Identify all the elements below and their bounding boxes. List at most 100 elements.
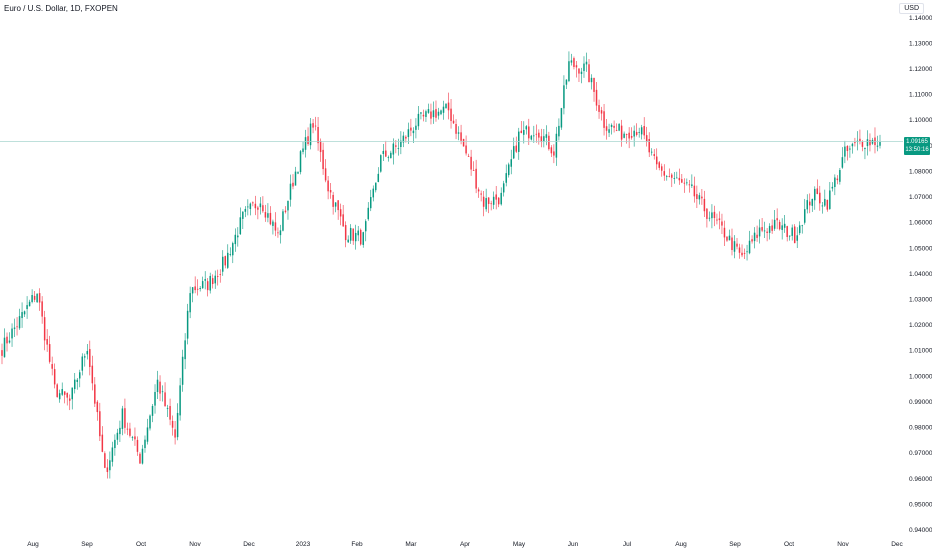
candle-body — [841, 157, 844, 168]
candle-body — [726, 236, 728, 241]
candle-body — [43, 317, 46, 341]
candle-body — [846, 146, 849, 151]
candle-body — [3, 337, 6, 358]
candle-body — [640, 127, 643, 135]
candle-body — [216, 276, 219, 277]
candle-body — [520, 130, 523, 133]
candle-body — [247, 206, 249, 208]
candle-body — [758, 227, 761, 237]
price-axis[interactable]: 1.140001.130001.120001.110001.100001.090… — [909, 15, 932, 534]
candle-body — [693, 185, 696, 197]
candle-body — [357, 230, 359, 236]
candle-body — [184, 340, 186, 360]
candle-body — [121, 408, 124, 429]
candle-body — [199, 288, 201, 290]
candle-body — [558, 125, 560, 137]
candle-body — [528, 126, 530, 139]
candle-body — [849, 148, 851, 150]
candle-body — [299, 151, 302, 173]
candle-body — [116, 432, 119, 440]
price-tick: 0.96000 — [909, 476, 932, 483]
candle-body — [420, 112, 422, 114]
candle-body — [851, 143, 854, 147]
candle-body — [297, 172, 299, 174]
last-price-badge: 1.09165 13:50:16 — [904, 136, 930, 155]
candle-body — [763, 230, 766, 232]
candle-body — [771, 225, 773, 231]
candle-body — [550, 147, 553, 154]
time-tick: Jul — [623, 541, 632, 548]
candle-body — [746, 251, 748, 253]
candle-body — [455, 123, 457, 134]
candle-body — [673, 178, 676, 179]
candle-body — [46, 339, 48, 345]
candle-body — [472, 170, 475, 171]
candle-body — [151, 405, 154, 416]
candle-body — [703, 198, 706, 212]
candle-body — [829, 190, 831, 209]
candle-body — [668, 176, 671, 177]
candle-body — [66, 392, 68, 398]
time-tick: Dec — [891, 541, 903, 548]
candle-body — [51, 364, 53, 369]
candle-body — [254, 203, 257, 209]
candle-body — [445, 103, 447, 109]
candle-body — [462, 138, 465, 147]
candle-body — [161, 391, 164, 393]
candle-body — [91, 365, 94, 384]
candle-body — [545, 134, 548, 138]
candle-body — [633, 130, 635, 137]
time-tick: Nov — [837, 541, 849, 548]
candle-body — [334, 202, 337, 207]
candle-body — [819, 192, 821, 204]
candle-body — [222, 256, 224, 272]
candle-body — [277, 232, 279, 234]
candle-body — [380, 155, 382, 172]
candle-body — [362, 232, 364, 245]
time-tick: Sep — [729, 541, 741, 548]
candle-body — [252, 202, 254, 204]
candle-body — [139, 453, 141, 464]
candle-body — [294, 171, 297, 186]
candle-body — [625, 134, 628, 135]
price-tick: 1.11000 — [909, 92, 932, 99]
candle-body — [437, 111, 440, 116]
candle-body — [743, 253, 746, 254]
candle-body — [114, 439, 116, 449]
candle-body — [864, 147, 866, 150]
price-tick: 1.07000 — [909, 194, 932, 201]
candle-body — [731, 237, 733, 250]
candle-body — [615, 130, 618, 131]
price-tick: 1.13000 — [909, 40, 932, 47]
candle-body — [181, 356, 184, 385]
price-tick: 1.10000 — [909, 117, 932, 124]
currency-selector[interactable]: USD — [899, 3, 924, 14]
candle-body — [264, 212, 267, 218]
candle-body — [811, 198, 814, 206]
candle-body — [309, 123, 312, 146]
candle-body — [164, 392, 166, 407]
price-tick: 1.06000 — [909, 220, 932, 227]
candle-body — [507, 164, 510, 176]
candle-body — [801, 225, 803, 227]
candle-body — [826, 199, 829, 210]
candle-body — [658, 162, 660, 168]
candle-body — [6, 336, 8, 344]
candle-body — [392, 143, 395, 155]
candle-body — [377, 173, 380, 182]
time-tick: Dec — [243, 541, 255, 548]
candle-body — [18, 316, 21, 329]
candle-body — [666, 176, 668, 177]
candle-body — [405, 136, 407, 139]
candle-body — [131, 437, 134, 438]
candle-body — [435, 109, 437, 118]
time-axis[interactable]: Aug Sep Oct Nov Dec 2023 Feb Mar Apr May Jun Jul Aug… — [27, 541, 903, 548]
candle-body — [548, 135, 550, 150]
candle-body — [149, 415, 151, 429]
candle-body — [580, 71, 583, 74]
candle-body — [442, 106, 445, 113]
candle-body — [41, 301, 43, 317]
candle-body — [227, 252, 229, 268]
candle-body — [447, 102, 450, 111]
